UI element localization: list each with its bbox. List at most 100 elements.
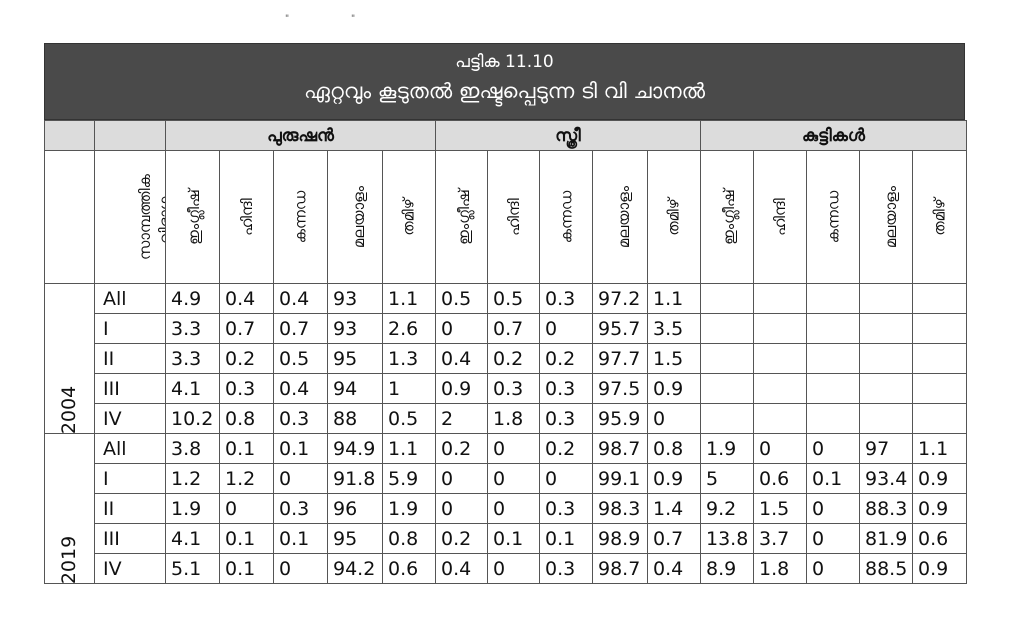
value-cell <box>859 283 913 314</box>
value-cell: 97 <box>859 433 913 464</box>
value-cell: 0.9 <box>647 463 701 494</box>
blank-header-cell <box>94 120 166 151</box>
value-cell: 0.3 <box>273 403 328 434</box>
group-header-men: പുരുഷൻ <box>165 120 436 151</box>
value-cell: 0 <box>753 433 807 464</box>
blank-header-cell <box>44 120 95 151</box>
value-cell: 88.5 <box>859 553 913 584</box>
value-cell: 1.3 <box>382 343 436 374</box>
value-cell: 94.9 <box>327 433 383 464</box>
channel-header-label: മലയാളം <box>615 185 634 249</box>
value-cell: 1.9 <box>700 433 754 464</box>
table-row: IV 10.2 0.8 0.3 88 0.5 2 1.8 0.3 95.9 0 <box>45 403 967 434</box>
value-cell: 1.2 <box>165 463 220 494</box>
data-table: പുരുഷൻ സ്ത്രീ കുട്ടികൾ സാമ്പത്തിക വിഭാഗം… <box>44 120 967 584</box>
value-cell: 0.6 <box>912 523 967 554</box>
value-cell: 88 <box>327 403 383 434</box>
value-cell: 4.9 <box>165 283 220 314</box>
value-cell: 0 <box>539 463 593 494</box>
value-cell: 0.3 <box>539 283 593 314</box>
value-cell <box>700 373 754 404</box>
value-cell <box>806 343 860 374</box>
channel-header: കന്നഡ <box>273 150 328 284</box>
channel-header: ഇംഗ്ലീഷ് <box>700 150 754 284</box>
value-cell: 0.1 <box>219 433 274 464</box>
channel-header-label: ഇംഗ്ലീഷ് <box>184 189 203 245</box>
value-cell <box>753 313 807 344</box>
table-row: 2004 All 4.9 0.4 0.4 93 1.1 0.5 0.5 0.3 97.2 1.1 <box>44 283 967 434</box>
value-cell: 97.5 <box>592 373 648 404</box>
value-cell: 0.1 <box>539 523 593 554</box>
value-cell: 0.3 <box>273 493 328 524</box>
value-cell <box>912 313 967 344</box>
value-cell: 95.9 <box>592 403 648 434</box>
value-cell: 0 <box>647 403 701 434</box>
value-cell: 1.1 <box>382 283 436 314</box>
value-cell: 0.4 <box>435 553 488 584</box>
value-cell: 10.2 <box>165 403 220 434</box>
channel-header: ഹിന്ദി <box>487 150 540 284</box>
value-cell: 0.2 <box>219 343 274 374</box>
value-cell: 0 <box>539 313 593 344</box>
channel-header: കന്നഡ <box>806 150 860 284</box>
channel-header-label: കന്നഡ <box>824 190 843 244</box>
value-cell: 0.1 <box>806 463 860 494</box>
channel-header-label: കന്നഡ <box>291 190 310 244</box>
value-cell <box>912 403 967 434</box>
value-cell: 98.9 <box>592 523 648 554</box>
value-cell: 81.9 <box>859 523 913 554</box>
value-cell: 88.3 <box>859 493 913 524</box>
value-cell: 0.3 <box>539 403 593 434</box>
channel-header-label: ഹിന്ദി <box>771 198 789 236</box>
value-cell: 0 <box>487 493 540 524</box>
value-cell: 0.2 <box>487 343 540 374</box>
value-cell: 96 <box>327 493 383 524</box>
value-cell: 0.5 <box>435 283 488 314</box>
value-cell <box>753 343 807 374</box>
value-cell: 0.9 <box>912 553 967 584</box>
value-cell <box>912 343 967 374</box>
value-cell <box>912 283 967 314</box>
channel-header: ഇംഗ്ലീഷ് <box>435 150 488 284</box>
value-cell: 0.5 <box>382 403 436 434</box>
year-label: 2019 <box>58 535 81 584</box>
value-cell: 0.3 <box>487 373 540 404</box>
channel-header-label: മലയാളം <box>882 185 901 249</box>
value-cell: 0.2 <box>539 343 593 374</box>
value-cell <box>700 313 754 344</box>
value-cell: 1.1 <box>647 283 701 314</box>
value-cell: 95 <box>327 343 383 374</box>
value-cell: 1.9 <box>382 493 436 524</box>
value-cell: 5.1 <box>165 553 220 584</box>
value-cell: 1.5 <box>753 493 807 524</box>
value-cell: 5.9 <box>382 463 436 494</box>
value-cell: 0.1 <box>487 523 540 554</box>
socio-group-cell: All <box>94 433 166 464</box>
value-cell: 0 <box>487 553 540 584</box>
value-cell: 99.1 <box>592 463 648 494</box>
table-row: IV 5.1 0.1 0 94.2 0.6 0.4 0 0.3 98.7 0.4 8.9 1.8 0 88.… <box>45 553 967 584</box>
channel-header: തമിഴ് <box>912 150 967 284</box>
channel-header: മലയാളം <box>859 150 913 284</box>
value-cell: 1.1 <box>912 433 967 464</box>
value-cell: 0.5 <box>273 343 328 374</box>
value-cell: 93 <box>327 283 383 314</box>
value-cell: 98.7 <box>592 433 648 464</box>
value-cell: 4.1 <box>165 373 220 404</box>
value-cell: 0.3 <box>539 553 593 584</box>
group-header-row: പുരുഷൻ സ്ത്രീ കുട്ടികൾ <box>44 120 967 151</box>
table-row: I 1.2 1.2 0 91.8 5.9 0 0 0 99.1 0.9 5 0.6 0.1 93.4 0.9 <box>45 463 967 494</box>
value-cell: 98.7 <box>592 553 648 584</box>
value-cell: 0.9 <box>647 373 701 404</box>
value-cell: 0.3 <box>539 493 593 524</box>
value-cell: 0 <box>487 463 540 494</box>
value-cell <box>753 283 807 314</box>
year-cell: 2004 <box>44 283 95 434</box>
table-row: III 4.1 0.3 0.4 94 1 0.9 0.3 0.3 97.5 0.9 <box>45 373 967 404</box>
value-cell <box>700 343 754 374</box>
value-cell: 3.3 <box>165 343 220 374</box>
year-cell: 2019 <box>44 433 95 584</box>
channel-header-label: കന്നഡ <box>557 190 576 244</box>
value-cell: 0 <box>219 493 274 524</box>
value-cell: 0.5 <box>487 283 540 314</box>
